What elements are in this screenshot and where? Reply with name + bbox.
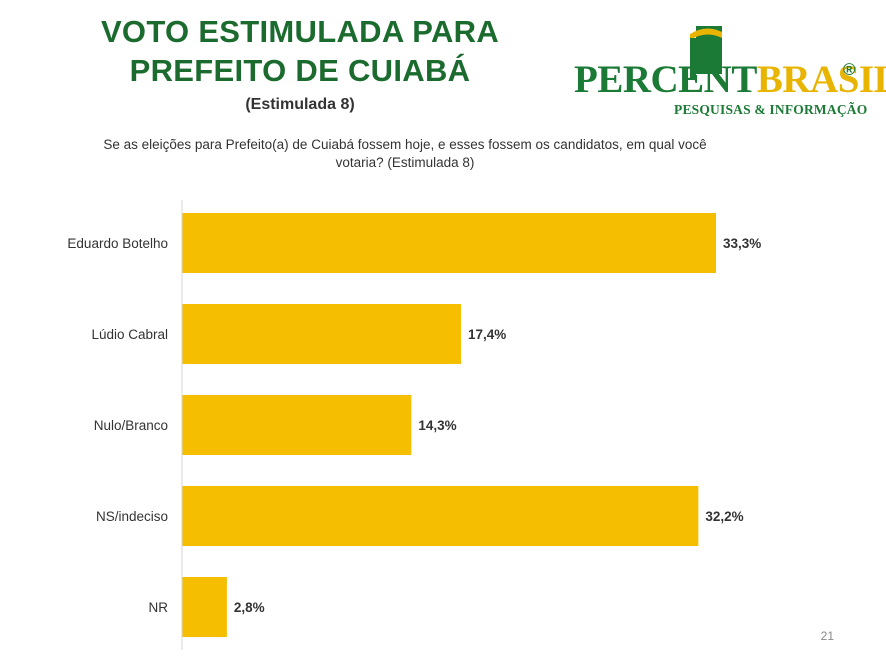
category-label-ns-indeciso: NS/indeciso: [96, 509, 168, 524]
category-label-ludio-cabral: Lúdio Cabral: [91, 327, 168, 342]
value-label-ns-indeciso: 32,2%: [705, 509, 743, 524]
bar-ludio-cabral: [182, 304, 462, 364]
bar-ns-indeciso: [182, 486, 699, 546]
survey-question-line2: votaria? (Estimulada 8): [335, 155, 475, 170]
logo-registered-mark: ®: [843, 60, 856, 79]
bar-nulo-branco: [182, 395, 412, 455]
bar-eduardo-botelho: [182, 213, 716, 273]
chart-subtitle: (Estimulada 8): [245, 96, 355, 113]
logo-name-part2: BRASIL: [756, 58, 886, 101]
category-label-eduardo-botelho: Eduardo Botelho: [67, 236, 168, 251]
logo-wordmark: PERCENTBRASIL: [574, 58, 886, 102]
value-label-ludio-cabral: 17,4%: [468, 327, 506, 342]
category-label-nr: NR: [149, 600, 169, 615]
survey-question: Se as eleições para Prefeito(a) de Cuiab…: [60, 136, 750, 172]
category-label-nulo-branco: Nulo/Branco: [94, 418, 168, 433]
bar-nr: [182, 577, 227, 637]
chart-title-line2: PREFEITO DE CUIABÁ: [129, 53, 471, 88]
logo-flag-icon: [690, 26, 722, 78]
value-label-nr: 2,8%: [234, 600, 265, 615]
page-number: 21: [820, 629, 834, 643]
chart-title-line1: VOTO ESTIMULADA PARA: [100, 14, 500, 49]
value-label-eduardo-botelho: 33,3%: [723, 236, 761, 251]
survey-question-line1: Se as eleições para Prefeito(a) de Cuiab…: [103, 137, 707, 152]
percentbrasil-logo: PERCENTBRASIL ® PESQUISAS & INFORMAÇÃO: [568, 18, 886, 128]
logo-name-part1: PERCENT: [574, 58, 757, 101]
logo-tagline: PESQUISAS & INFORMAÇÃO: [674, 102, 868, 117]
value-label-nulo-branco: 14,3%: [418, 418, 456, 433]
